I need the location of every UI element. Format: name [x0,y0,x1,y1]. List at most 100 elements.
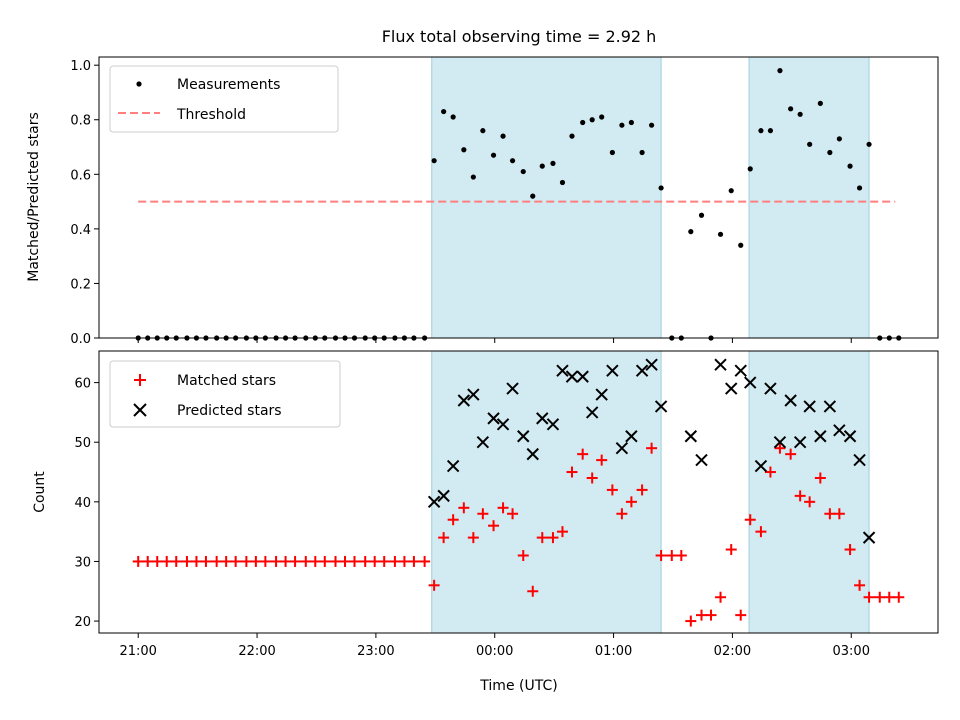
predicted-star-point [467,388,480,401]
matched-star-point [259,555,271,567]
measurement-point [847,163,853,169]
matched-star-point [170,555,182,567]
measurement-point [856,185,863,191]
predicted-star-point [446,459,460,473]
predicted-star-point [615,441,629,455]
matched-star-point [596,454,608,466]
measurement-point [619,122,625,128]
y-tick-label: 0.0 [70,332,91,347]
matched-star-point [211,555,223,567]
matched-star-point [289,555,301,567]
cross-b [476,436,490,449]
measurement-point [589,117,595,123]
predicted-star-point [457,394,471,407]
y-tick-label: 60 [74,377,91,392]
measurement-point [450,114,456,120]
matched-star-point [497,502,509,514]
matched-star-point [883,591,895,603]
matched-star-point [419,555,431,567]
matched-star-point [151,555,163,567]
cross-b [606,364,619,377]
cross-b [496,418,510,431]
cross-b [684,430,698,443]
legend-matched-label: Matched stars [177,373,276,389]
y-tick-label: 40 [74,496,91,511]
cross-b [833,424,846,437]
legend-predicted-marker [133,403,147,417]
matched-star-point [577,448,589,460]
predicted-star-point [793,436,807,449]
cross-b [734,364,747,377]
x-tick-label: 02:00 [714,644,751,659]
predicted-star-point [784,394,797,407]
legend-threshold-label: Threshold [176,107,246,123]
shaded-interval [748,56,870,339]
matched-star-point [666,549,678,561]
matched-star-point [309,555,321,567]
matched-star-point [458,502,470,514]
y-tick-label: 20 [74,615,91,630]
measurement-point [500,133,506,139]
matched-star-point [705,609,717,621]
legend-matched-marker [134,374,146,386]
measurement-point [777,68,783,74]
matched-star-point [675,549,687,561]
predicted-star-point [862,531,876,544]
bottom-legend-box [109,360,341,428]
measurement-point [470,174,476,180]
predicted-star-point [773,436,787,449]
matched-star-point [646,442,658,454]
top-shaded-intervals [431,56,870,339]
cross-b [546,418,560,431]
bottom-y-axis-label: Count [32,471,48,513]
predicted-star-point [833,424,846,437]
measurement-point [817,100,823,106]
measurement-point [509,158,516,164]
cross-b [585,406,599,419]
matched-star-point [447,514,459,526]
predicted-star-point [814,430,827,443]
matched-star-point [536,532,548,544]
predicted-star-point [487,412,500,425]
matched-star-point [359,555,371,567]
predicted-star-point [546,418,560,431]
measurement-point [628,119,634,126]
measurement-point [530,193,536,199]
y-tick-label: 0.2 [70,277,91,292]
matched-star-point [280,555,292,567]
measurement-point [788,106,794,112]
y-tick-label: 0.6 [70,168,91,183]
cross-b [446,459,460,473]
cross-b [457,394,471,407]
measurement-point [698,212,705,218]
measurement-point [580,119,586,126]
measurement-point [807,141,813,147]
matched-star-point [190,555,202,567]
cross-b [565,370,579,383]
measurement-point [480,128,486,134]
cross-b [744,376,757,389]
top-x-ticks [137,338,852,343]
matched-star-point [270,555,282,567]
matched-star-point [181,555,193,567]
matched-star-point [319,555,331,567]
x-tick-label: 03:00 [833,644,870,659]
measurement-point [688,229,694,235]
predicted-star-point [843,430,857,443]
y-tick-label: 0.4 [70,223,91,238]
matched-star-point [220,555,232,567]
top-panel: 0.0 0.2 0.4 0.6 0.8 1.0 Matched/Predicted sta… [26,56,939,347]
measurement-point [797,111,803,117]
shaded-interval [748,350,870,634]
predicted-star-point [725,382,738,395]
predicted-star-point [606,364,619,377]
predicted-star-point [536,412,549,425]
cross-b [487,412,500,425]
cross-b [556,364,569,377]
predicted-star-point [853,453,866,467]
matched-star-point [556,526,568,538]
measurement-point [461,147,467,153]
matched-star-point [804,496,816,508]
predicted-star-point [437,489,450,503]
